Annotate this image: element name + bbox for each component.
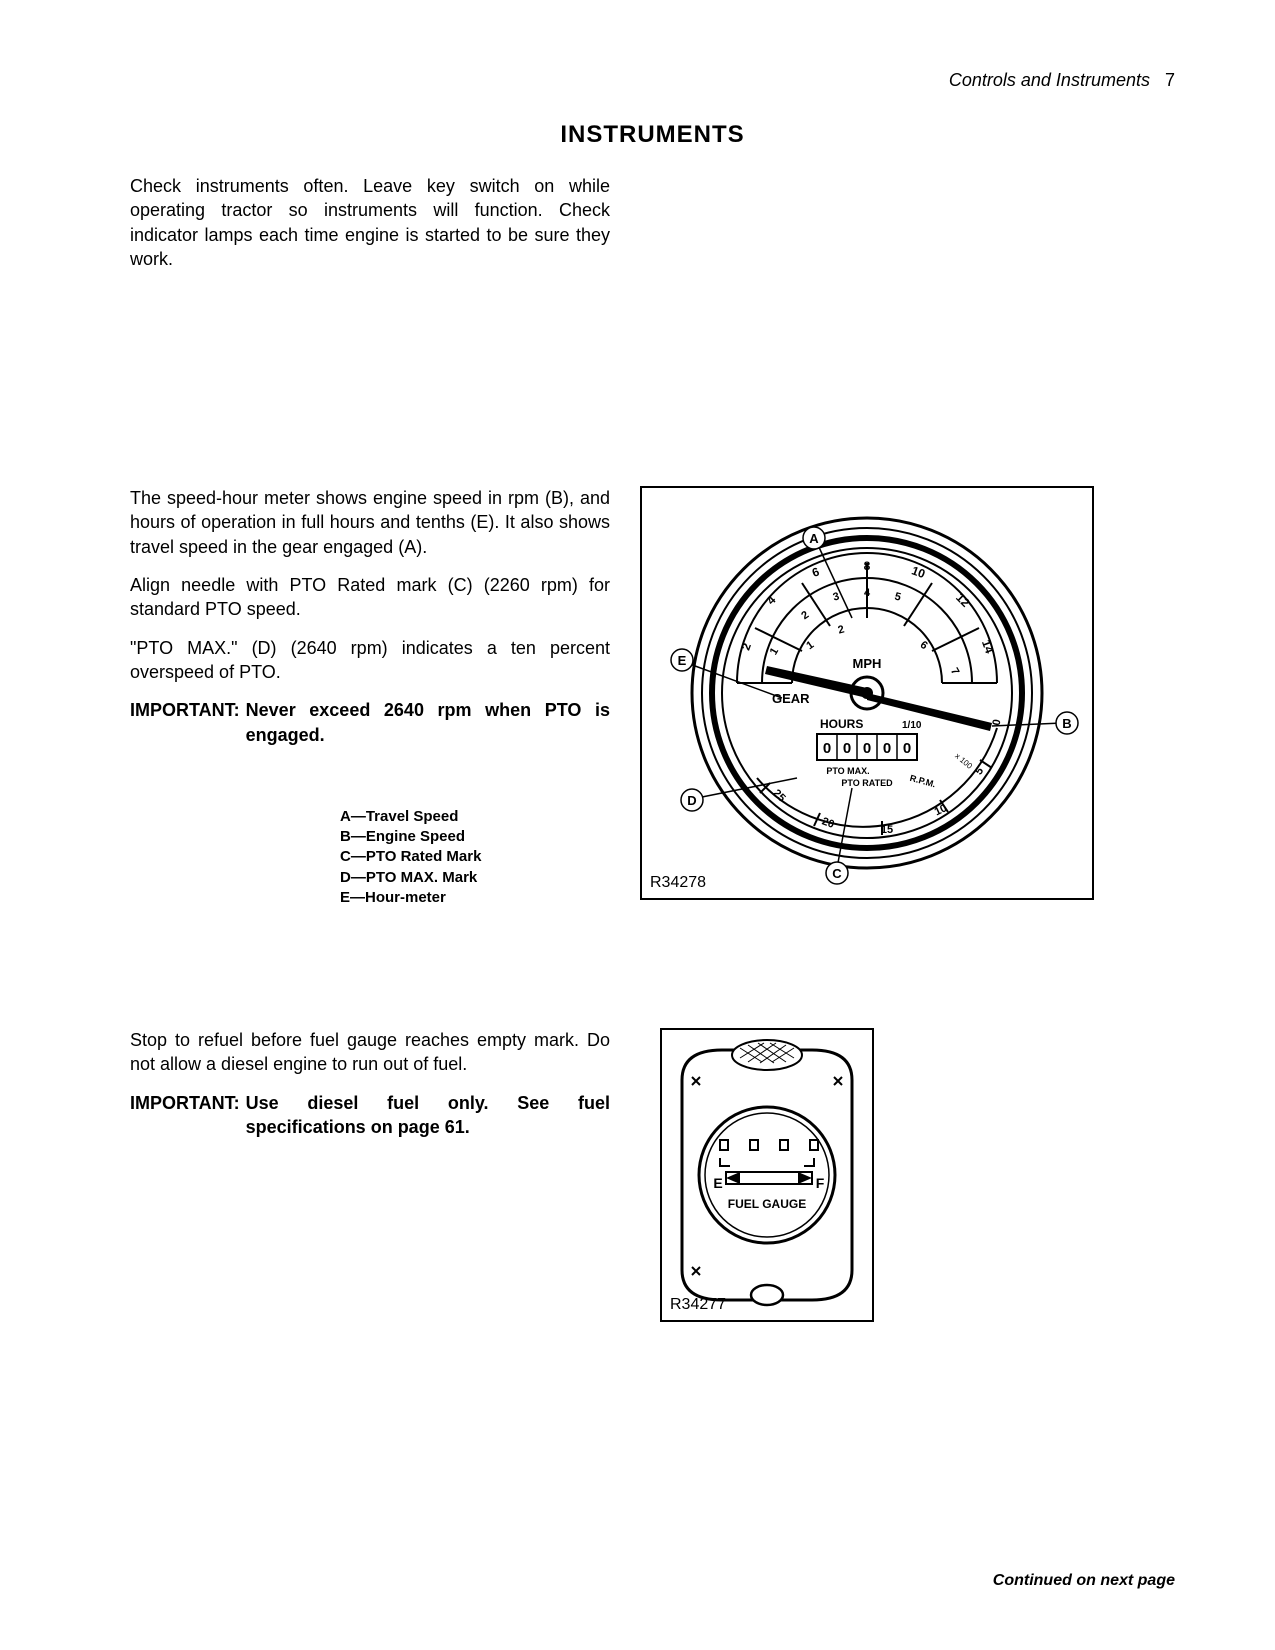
svg-text:x 100: x 100 [953,752,974,772]
page: Controls and Instruments 7 INSTRUMENTS C… [0,0,1275,1650]
svg-text:0: 0 [863,740,871,757]
svg-text:E: E [678,653,687,668]
svg-text:5: 5 [893,591,902,604]
figure-legend: A—Travel Speed B—Engine Speed C—PTO Rate… [340,807,610,908]
speed-hour-section: The speed-hour meter shows engine speed … [130,486,1175,908]
page-header: Controls and Instruments 7 [130,70,1175,91]
svg-text:PTO MAX.: PTO MAX. [826,766,869,776]
svg-text:C: C [832,866,842,881]
figure-reference: R34278 [650,874,706,892]
fuel-text: Stop to refuel before fuel gauge reaches… [130,1028,610,1153]
important-body: Never exceed 2640 rpm when PTO is engage… [246,698,610,747]
paragraph: "PTO MAX." (D) (2640 rpm) indicates a te… [130,636,610,685]
fuel-gauge-svg: E F FUEL GAUGE [662,1030,872,1320]
svg-text:8: 8 [864,559,871,573]
svg-text:20: 20 [820,816,836,831]
svg-text:PTO RATED: PTO RATED [841,778,893,788]
svg-text:7: 7 [948,666,961,677]
svg-text:D: D [687,793,696,808]
svg-text:HOURS: HOURS [820,717,863,731]
continued-note: Continued on next page [993,1572,1175,1590]
svg-text:2: 2 [837,624,846,637]
important-label: IMPORTANT: [130,1091,240,1140]
legend-item: B—Engine Speed [340,827,610,847]
svg-text:A: A [809,531,819,546]
svg-text:F: F [816,1175,825,1191]
svg-text:0: 0 [903,740,911,757]
svg-text:5: 5 [973,766,986,778]
important-body: Use diesel fuel only. See fuel specifica… [246,1091,610,1140]
svg-text:4: 4 [864,587,871,599]
page-title: INSTRUMENTS [130,121,1175,149]
svg-text:25: 25 [771,787,788,804]
figure-reference: R34277 [670,1296,726,1314]
svg-text:0: 0 [883,740,891,757]
important-note: IMPORTANT: Never exceed 2640 rpm when PT… [130,698,610,747]
section-name: Controls and Instruments [949,70,1150,90]
svg-text:R.P.M.: R.P.M. [909,773,937,789]
page-number: 7 [1165,70,1175,90]
paragraph: Align needle with PTO Rated mark (C) (22… [130,573,610,622]
fuel-figure: E F FUEL GAUGE R34277 [660,1028,874,1322]
paragraph: The speed-hour meter shows engine speed … [130,486,610,559]
fuel-figure-col: E F FUEL GAUGE R34277 [640,1028,1175,1322]
svg-text:6: 6 [810,565,821,581]
svg-text:E: E [713,1175,722,1191]
legend-item: E—Hour-meter [340,888,610,908]
important-label: IMPORTANT: [130,698,240,747]
legend-item: A—Travel Speed [340,807,610,827]
paragraph: Stop to refuel before fuel gauge reaches… [130,1028,610,1077]
speed-hour-figure: 6 8 10 12 4 14 2 2 3 4 5 1 [640,486,1094,900]
svg-text:12: 12 [953,591,973,611]
svg-text:MPH: MPH [853,656,882,671]
speed-hour-figure-col: 6 8 10 12 4 14 2 2 3 4 5 1 [640,486,1175,900]
intro-paragraph: Check instruments often. Leave key switc… [130,174,610,271]
tachometer-gauge-svg: 6 8 10 12 4 14 2 2 3 4 5 1 [642,488,1092,898]
speed-hour-text: The speed-hour meter shows engine speed … [130,486,610,908]
legend-item: D—PTO MAX. Mark [340,868,610,888]
svg-text:0: 0 [843,740,851,757]
svg-text:1: 1 [768,646,781,657]
svg-text:2: 2 [799,609,811,622]
svg-text:1: 1 [804,639,816,652]
important-note: IMPORTANT: Use diesel fuel only. See fue… [130,1091,610,1140]
svg-text:FUEL GAUGE: FUEL GAUGE [728,1197,806,1211]
svg-text:GEAR: GEAR [772,691,810,706]
svg-text:1/10: 1/10 [902,720,922,731]
svg-text:B: B [1062,716,1071,731]
svg-text:10: 10 [910,564,928,582]
fuel-section: Stop to refuel before fuel gauge reaches… [130,1028,1175,1322]
svg-text:0: 0 [823,740,831,757]
svg-text:6: 6 [918,639,930,652]
legend-item: C—PTO Rated Mark [340,847,610,867]
